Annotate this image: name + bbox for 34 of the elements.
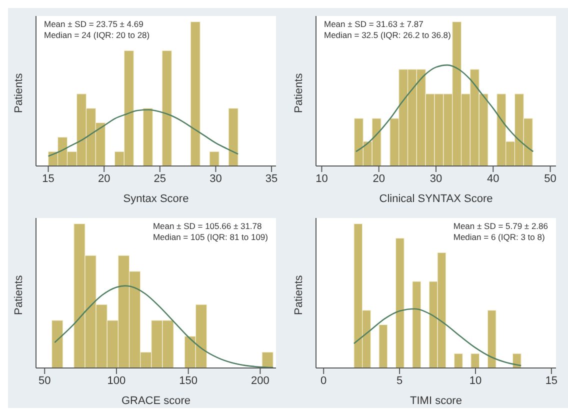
x-tick-label: 15 bbox=[545, 374, 558, 387]
x-tick-label: 5 bbox=[396, 374, 403, 387]
y-axis-title: Patients bbox=[12, 72, 25, 113]
x-tick-label: 50 bbox=[38, 374, 51, 387]
annotation: Median = 32.5 (IQR: 26.2 to 36.8) bbox=[324, 30, 451, 41]
x-tick-label: 10 bbox=[316, 172, 328, 185]
x-tick-label: 150 bbox=[179, 374, 198, 387]
x-tick-label: 20 bbox=[98, 172, 110, 185]
x-tick-label: 100 bbox=[107, 374, 126, 387]
x-tick-label: 50 bbox=[544, 172, 556, 185]
annotation: Mean ± SD = 23.75 ± 4.69 bbox=[44, 19, 144, 30]
annotation: Median = 24 (IQR: 20 to 28) bbox=[44, 30, 150, 41]
annotation: Median = 6 (IQR: 3 to 8) bbox=[453, 232, 546, 243]
x-tick-label: 10 bbox=[469, 374, 482, 387]
x-tick-label: 15 bbox=[42, 172, 54, 185]
x-tick-label: 35 bbox=[265, 172, 278, 185]
x-tick-label: 20 bbox=[372, 172, 385, 185]
x-tick-label: 40 bbox=[487, 172, 500, 185]
y-axis-title: Patients bbox=[292, 274, 305, 315]
x-tick-label: 0 bbox=[320, 374, 327, 387]
x-tick-label: 30 bbox=[430, 172, 442, 185]
y-axis-title: Patients bbox=[292, 72, 305, 113]
x-tick-label: 25 bbox=[154, 172, 166, 185]
annotation: Median = 105 (IQR: 81 to 109) bbox=[152, 232, 268, 243]
x-axis-title: Syntax Score bbox=[123, 193, 189, 205]
annotation: Mean ± SD = 105.66 ± 31.78 bbox=[152, 221, 263, 232]
annotation: Mean ± SD = 5.79 ± 2.86 bbox=[453, 221, 548, 232]
y-axis-title: Patients bbox=[12, 274, 25, 315]
x-axis-title: Clinical SYNTAX Score bbox=[379, 193, 493, 205]
x-axis-title: TIMI score bbox=[410, 395, 462, 407]
x-tick-label: 200 bbox=[251, 374, 270, 387]
x-axis-title: GRACE score bbox=[121, 395, 191, 407]
x-tick-label: 30 bbox=[210, 172, 222, 185]
annotation: Mean ± SD = 31.63 ± 7.87 bbox=[324, 19, 424, 30]
